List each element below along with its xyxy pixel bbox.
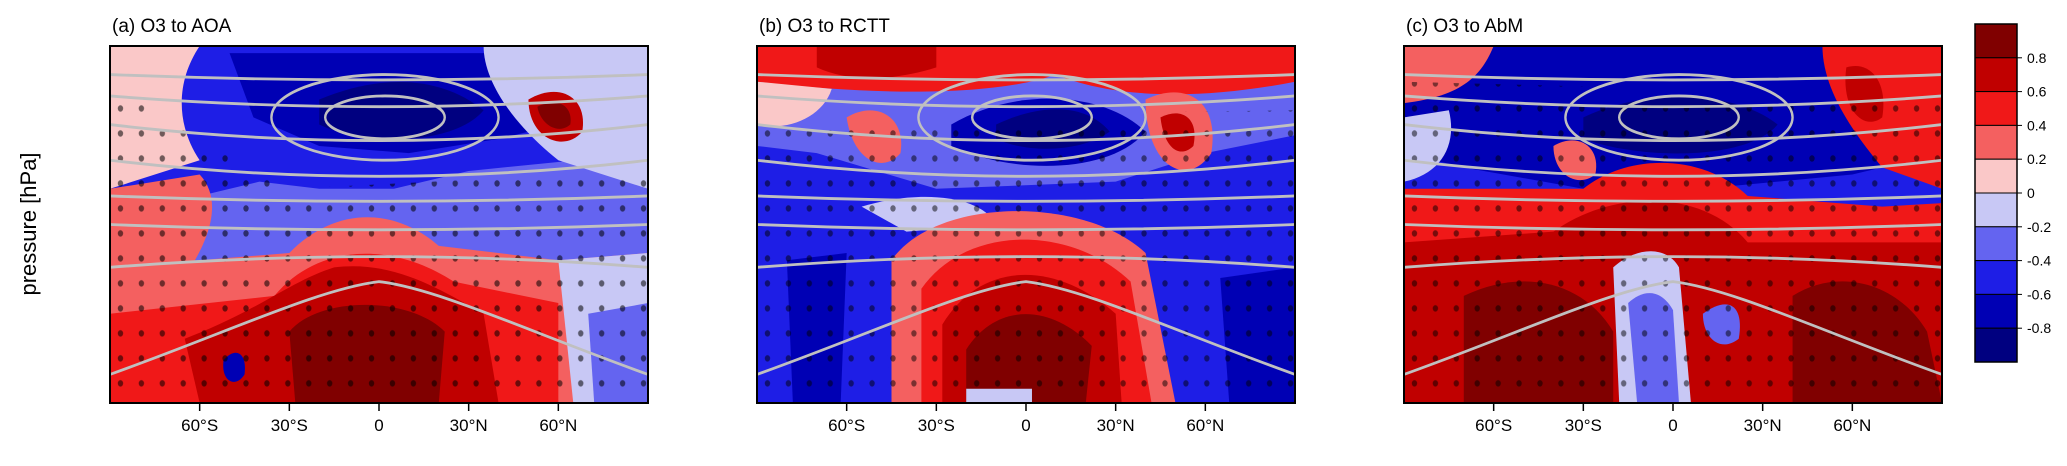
- panel-a-x-tick-label: 60°S: [181, 416, 218, 435]
- colorbar-box: [1974, 327, 2018, 363]
- panel-a-x-tick-label: 60°N: [539, 416, 577, 435]
- panel-c-field: [1404, 46, 1942, 403]
- panel-b-x-tick-label: 30°S: [918, 416, 955, 435]
- colorbar-box: [1974, 124, 2018, 160]
- panel-b-x-tick-label: 60°S: [828, 416, 865, 435]
- colorbar-box: [1974, 91, 2018, 126]
- y-axis-label: pressure [hPa]: [16, 152, 41, 295]
- panel-b-x-tick-label: 0: [1021, 416, 1030, 435]
- colorbar-box: [1974, 226, 2018, 262]
- panel-a-title: (a) O3 to AOA: [112, 16, 232, 37]
- colorbar-box: [1974, 260, 2018, 295]
- panel-c-x-tick-label: 60°N: [1833, 416, 1871, 435]
- colorbar-tick-label: 0.2: [2027, 151, 2047, 167]
- panel-a-grey-contours: [110, 73, 648, 376]
- panel-b-title: (b) O3 to RCTT: [759, 16, 890, 37]
- panel-c-grey-contours: [1404, 73, 1942, 376]
- colorbar-box: [1974, 23, 2018, 59]
- panel-c-x-tick-label: 30°N: [1744, 416, 1782, 435]
- colorbar-labels: 0.8 0.6 0.4 0.2 0 -0.2 -0.4 -0.6 -0.8: [2017, 50, 2051, 336]
- panel-b: (b) O3 to RCTT 60°S30°S030°N60°N15102040…: [756, 16, 1296, 435]
- colorbar-tick-label: 0.4: [2027, 117, 2047, 133]
- panel-a-x-tick-label: 30°N: [450, 416, 488, 435]
- colorbar: 0.8 0.6 0.4 0.2 0 -0.2 -0.4 -0.6 -0.8: [1974, 23, 2051, 363]
- colorbar-box: [1974, 57, 2018, 93]
- panel-a-field: [110, 46, 648, 403]
- colorbar-tick-label: 0.6: [2027, 84, 2047, 100]
- colorbar-tick-label: -0.6: [2027, 286, 2051, 302]
- panel-a: (a) O3 to AOA 60°S30°S030°N60°N151020406…: [109, 16, 649, 435]
- colorbar-boxes: [1974, 23, 2018, 363]
- colorbar-tick-label: 0: [2027, 185, 2035, 201]
- panel-b-x-tick-label: 60°N: [1186, 416, 1224, 435]
- colorbar-box: [1974, 192, 2018, 228]
- panel-c: (c) O3 to AbM 60°S30°S030°N60°N151020406…: [1403, 16, 1943, 435]
- panel-c-title: (c) O3 to AbM: [1406, 16, 1523, 37]
- panel-b-x-tick-label: 30°N: [1097, 416, 1135, 435]
- panel-b-field: [757, 46, 1295, 403]
- colorbar-tick-label: -0.2: [2027, 219, 2051, 235]
- colorbar-box: [1974, 158, 2018, 194]
- panel-b-grey-contours: [757, 73, 1295, 376]
- panel-a-x-tick-label: 30°S: [271, 416, 308, 435]
- colorbar-tick-label: 0.8: [2027, 50, 2047, 66]
- colorbar-tick-label: -0.8: [2027, 320, 2051, 336]
- panel-a-x-tick-label: 0: [374, 416, 383, 435]
- colorbar-tick-label: -0.4: [2027, 253, 2051, 269]
- panel-c-x-tick-label: 30°S: [1565, 416, 1602, 435]
- colorbar-box: [1974, 293, 2018, 329]
- panel-c-x-tick-label: 60°S: [1475, 416, 1512, 435]
- panel-c-x-tick-label: 0: [1668, 416, 1677, 435]
